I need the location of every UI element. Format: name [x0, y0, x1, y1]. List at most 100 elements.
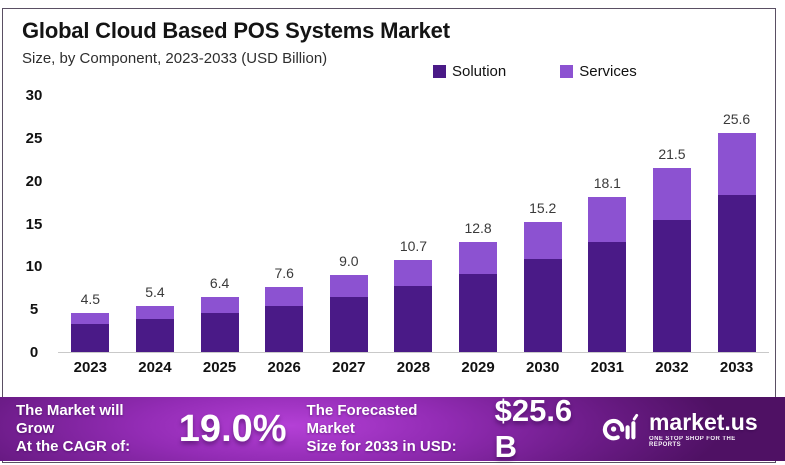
bar-segment-solution — [588, 241, 627, 352]
bar-value-label: 15.2 — [529, 199, 557, 216]
y-tick-label: 20 — [25, 172, 43, 190]
brand-tagline: ONE STOP SHOP FOR THE REPORTS — [648, 435, 736, 448]
bar-group: 12.8 2029 — [459, 95, 498, 376]
cagr-label: The Market will Grow At the CAGR of: — [16, 402, 165, 456]
x-axis-label: 2028 — [396, 359, 431, 376]
bar-segment-solution — [135, 318, 174, 352]
bar-group: 5.4 2024 — [135, 95, 174, 376]
bar-value-label: 25.6 — [722, 110, 751, 127]
y-tick-label: 5 — [29, 301, 39, 319]
y-tick-label: 15 — [25, 215, 43, 233]
bar-2033: 25.6 — [717, 111, 756, 352]
bar-segment-solution — [71, 323, 110, 352]
forecast-label-line1: The Forecasted Market — [306, 402, 418, 437]
cagr-value: 19.0% — [178, 407, 287, 450]
bar-segment-solution — [523, 259, 562, 352]
bar-2031: 18.1 — [588, 175, 627, 352]
bar-2026: 7.6 — [265, 265, 304, 352]
bar-segment-solution — [717, 195, 756, 352]
bar-segment-solution — [459, 274, 498, 352]
bar-value-label: 12.8 — [464, 220, 492, 237]
bar-value-label: 9.0 — [339, 252, 359, 269]
y-tick-label: 30 — [25, 87, 43, 104]
bar-value-label: 21.5 — [658, 145, 686, 162]
y-tick-label: 0 — [29, 344, 39, 361]
legend-item-solution: Solution — [433, 63, 506, 80]
bar-segment-solution — [265, 305, 304, 352]
forecast-value: $25.6 B — [494, 393, 573, 464]
chart-subtitle: Size, by Component, 2023-2033 (USD Billi… — [22, 50, 328, 67]
bar-segment-services — [200, 297, 239, 313]
bar-group: 6.4 2025 — [200, 95, 239, 376]
bar-segment-services — [329, 274, 368, 298]
bar-segment-services — [71, 313, 110, 324]
x-axis-label: 2031 — [590, 359, 624, 376]
brand-text: market.us ONE STOP SHOP FOR THE REPORTS — [648, 408, 769, 448]
cagr-label-line1: The Market will Grow — [16, 402, 124, 437]
bar-segment-solution — [200, 312, 239, 352]
bar-segment-services — [588, 196, 627, 242]
bar-group: 25.6 2033 — [717, 95, 756, 376]
services-swatch-icon — [560, 65, 574, 78]
bar-segment-services — [394, 260, 433, 287]
legend-item-services: Services — [560, 63, 637, 80]
bar-group: 7.6 2026 — [265, 95, 304, 376]
bar-value-label: 10.7 — [399, 238, 428, 255]
cagr-label-line2: At the CAGR of: — [16, 438, 131, 455]
x-axis-label: 2027 — [332, 359, 366, 376]
chart-frame — [2, 8, 776, 463]
bar-segment-services — [652, 167, 691, 221]
bar-segment-solution — [652, 220, 691, 352]
x-axis-label: 2030 — [526, 359, 560, 376]
bar-segment-services — [135, 305, 174, 319]
brand-name: market.us — [648, 408, 758, 435]
bar-2028: 10.7 — [394, 238, 433, 352]
bar-value-label: 5.4 — [145, 283, 165, 300]
bar-group: 9.0 2027 — [329, 95, 368, 376]
bar-group: 21.5 2032 — [652, 95, 691, 376]
forecast-label: The Forecasted Market Size for 2033 in U… — [307, 402, 469, 456]
y-axis: 0 5 10 15 20 25 30 — [14, 87, 54, 361]
bar-value-label: 7.6 — [274, 264, 294, 281]
bar-value-label: 6.4 — [209, 275, 230, 292]
x-axis-label: 2025 — [202, 359, 237, 376]
y-tick-label: 25 — [25, 129, 43, 147]
bar-2030: 15.2 — [523, 200, 562, 352]
bar-value-label: 4.5 — [80, 291, 101, 308]
brand-logo: market.us ONE STOP SHOP FOR THE REPORTS — [602, 408, 769, 448]
bar-2023: 4.5 — [71, 291, 110, 352]
bar-value-label: 18.1 — [593, 174, 621, 191]
x-axis-label: 2029 — [461, 359, 495, 376]
page-title: Global Cloud Based POS Systems Market — [22, 18, 450, 43]
y-tick-label: 10 — [25, 258, 43, 276]
solution-swatch-icon — [433, 65, 446, 78]
bar-2032: 21.5 — [652, 146, 691, 352]
legend-label-solution: Solution — [452, 63, 507, 80]
bar-segment-services — [459, 242, 498, 275]
bar-segment-solution — [394, 286, 433, 352]
bar-2029: 12.8 — [459, 220, 498, 352]
bar-2025: 6.4 — [200, 275, 239, 352]
bar-segment-solution — [329, 297, 368, 352]
bar-group: 18.1 2031 — [588, 95, 627, 376]
bar-group: 15.2 2030 — [523, 95, 562, 376]
x-axis-label: 2023 — [73, 359, 107, 376]
forecast-label-line2: Size for 2033 in USD: — [306, 438, 457, 455]
legend: Solution Services — [433, 63, 637, 80]
bar-2027: 9.0 — [329, 253, 368, 352]
x-axis-label: 2026 — [267, 359, 301, 376]
marketus-logo-icon — [603, 413, 639, 441]
bar-segment-services — [265, 286, 304, 306]
legend-label-services: Services — [579, 63, 637, 80]
bar-group: 10.7 2028 — [394, 95, 433, 376]
bar-segment-services — [717, 132, 756, 196]
bar-group: 4.5 2023 — [71, 95, 110, 376]
footer-banner: The Market will Grow At the CAGR of: 19.… — [0, 393, 785, 464]
bar-segment-services — [523, 221, 562, 260]
chart-area: 0 5 10 15 20 25 30 4.5 2023 5.4 2024 6.4 2025 7.6 202… — [14, 87, 769, 376]
bar-2024: 5.4 — [135, 284, 174, 352]
plot-area: 4.5 2023 5.4 2024 6.4 2025 7.6 2026 9.0 2027 10.7 2… — [58, 95, 769, 376]
x-axis-label: 2033 — [719, 359, 754, 376]
x-axis-label: 2024 — [138, 359, 172, 376]
x-axis-label: 2032 — [655, 359, 689, 376]
